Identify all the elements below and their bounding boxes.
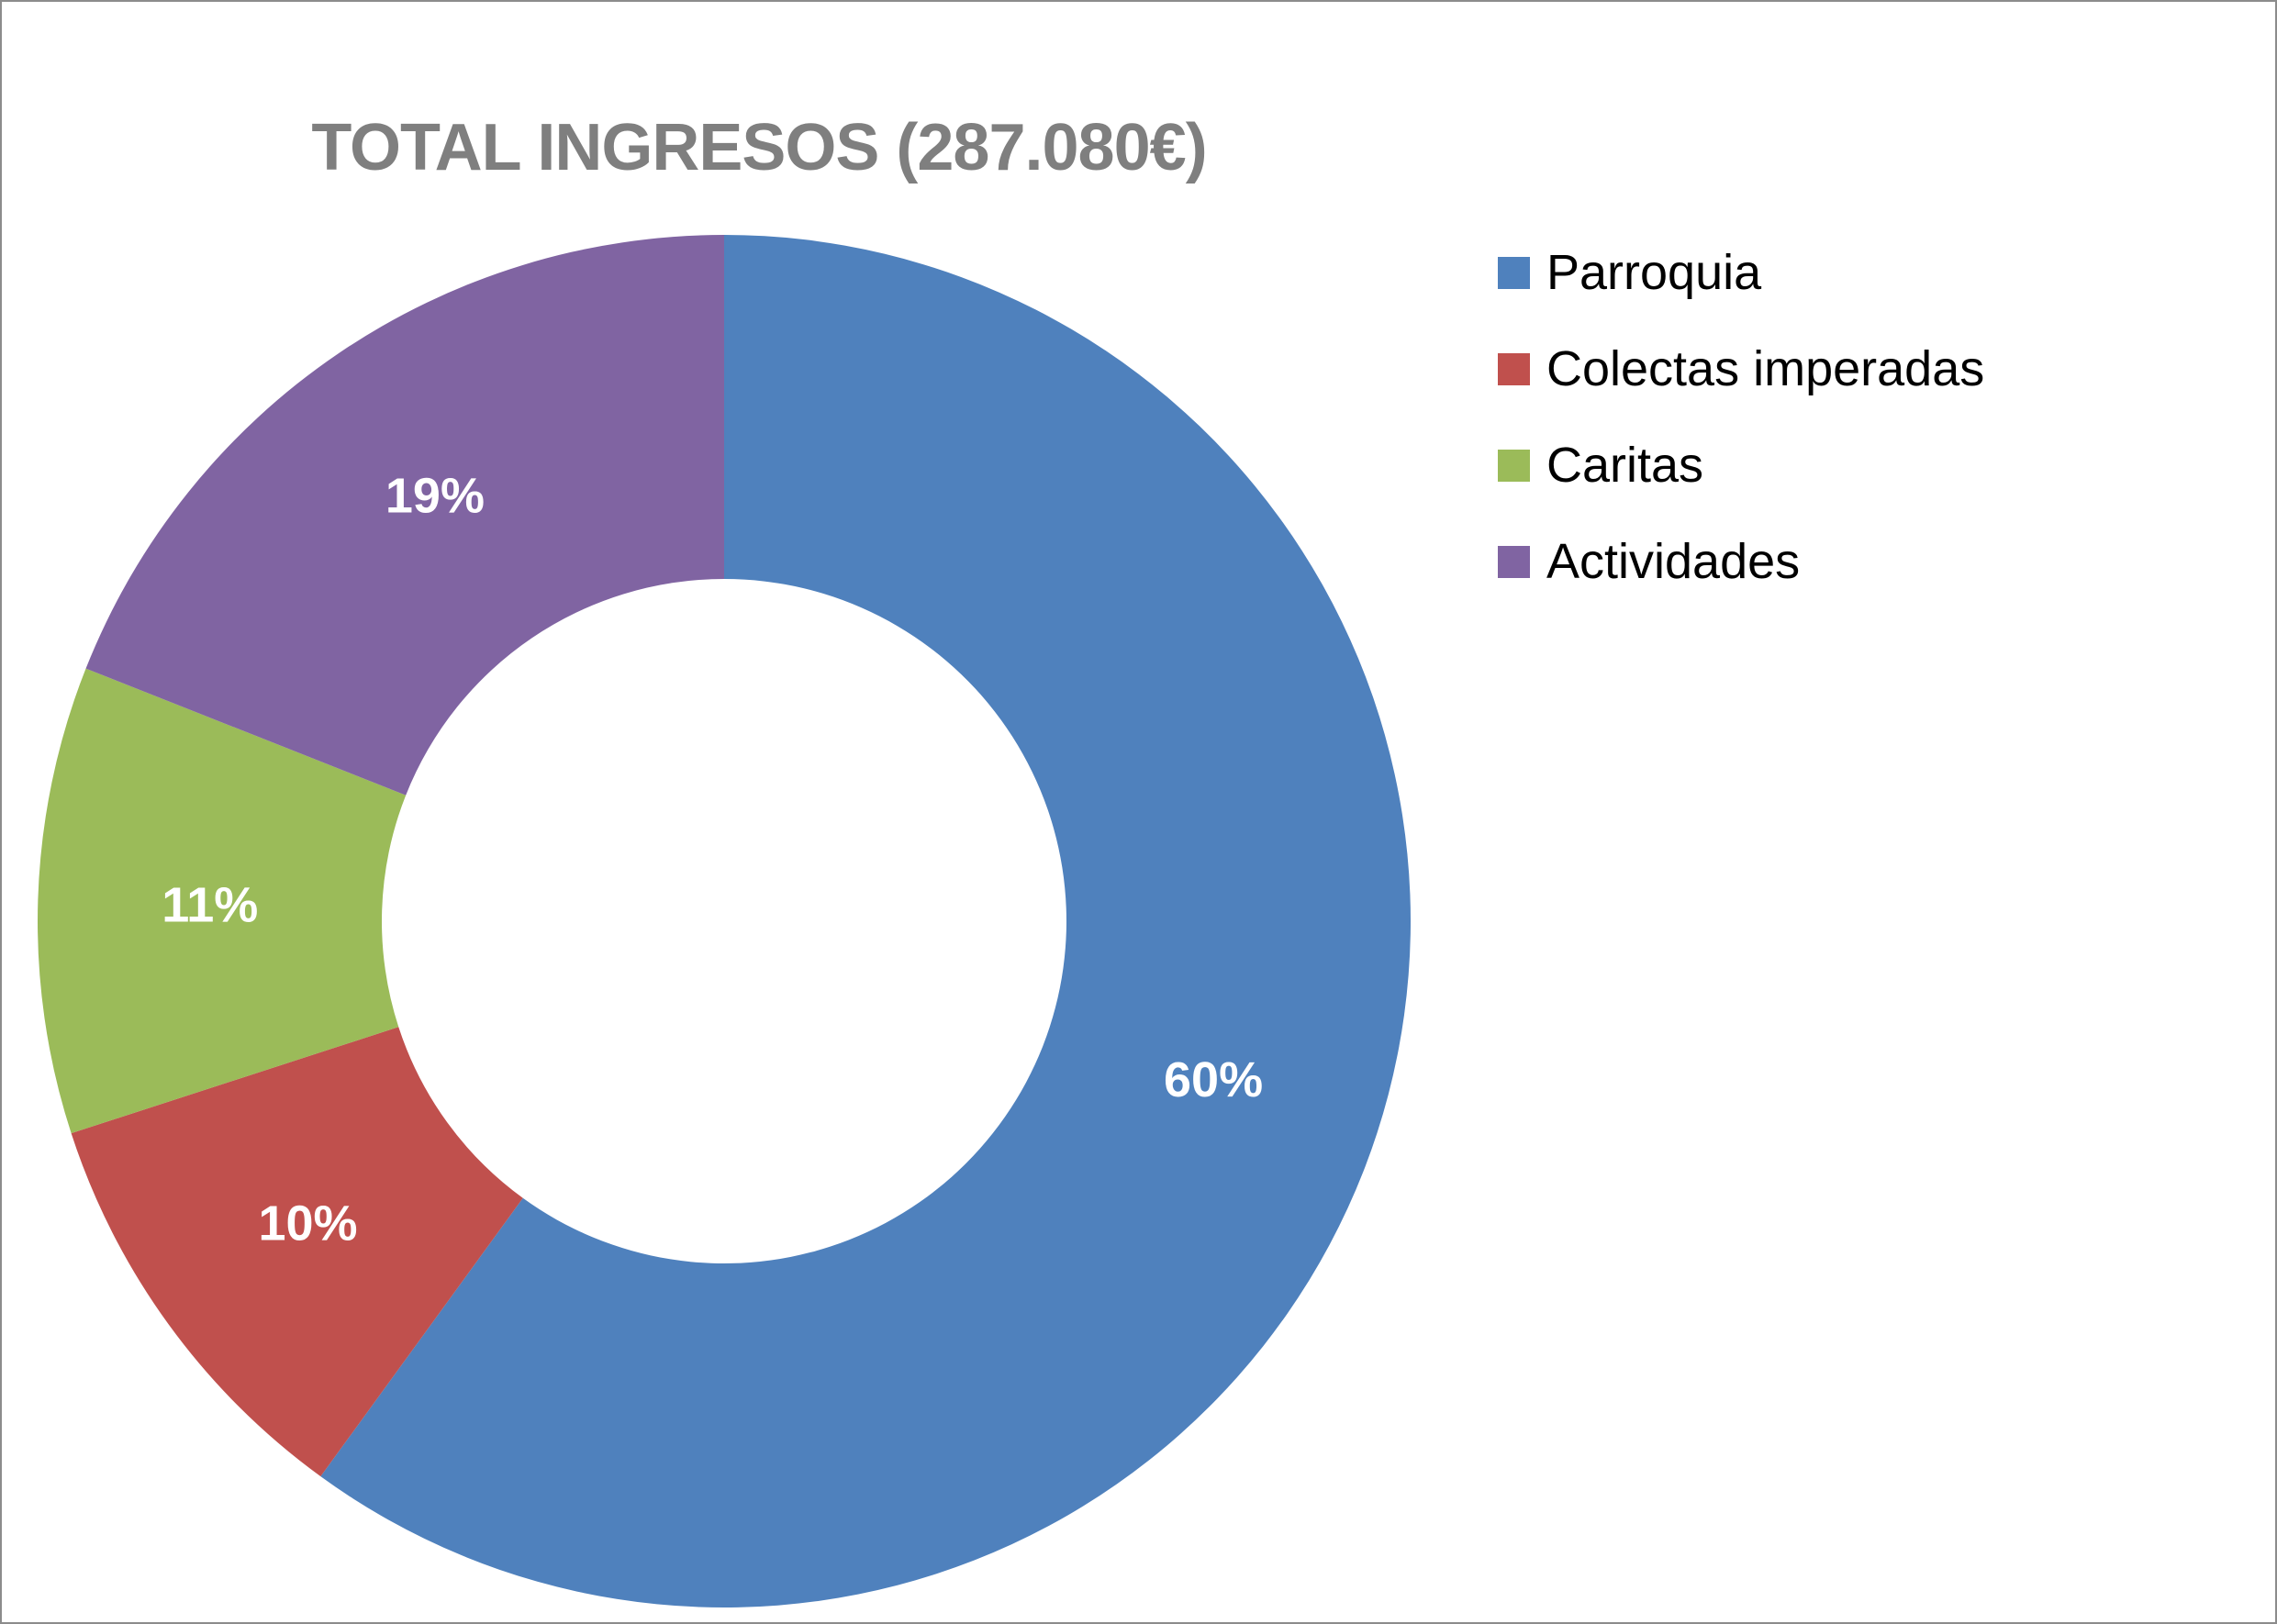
legend-swatch-actividades	[1498, 545, 1530, 578]
donut-slices	[37, 235, 1411, 1607]
legend-item-caritas: Caritas	[1498, 435, 1984, 495]
donut-slice-caritas	[37, 668, 407, 1134]
legend-label-caritas: Caritas	[1546, 438, 1704, 493]
legend-swatch-parroquia	[1498, 256, 1530, 289]
data-label-actividades: 19%	[385, 468, 485, 523]
legend-swatch-colectas-imperadas	[1498, 352, 1530, 385]
data-label-caritas: 11%	[162, 877, 258, 932]
donut-slice-colectas-imperadas	[71, 1027, 523, 1477]
legend-label-actividades: Actividades	[1546, 534, 1801, 589]
chart-title: TOTAL INGRESOS (287.080€)	[311, 111, 1207, 184]
donut-labels: 60% 10% 11% 19%	[162, 468, 1263, 1251]
legend-swatch-caritas	[1498, 449, 1530, 482]
legend-item-actividades: Actividades	[1498, 531, 1984, 592]
chart-legend: Parroquia Colectas imperadas Caritas Act…	[1498, 242, 1984, 628]
legend-label-parroquia: Parroquia	[1546, 245, 1762, 300]
data-label-parroquia: 60%	[1164, 1052, 1263, 1107]
legend-item-parroquia: Parroquia	[1498, 242, 1984, 303]
donut-slice-parroquia	[320, 235, 1411, 1607]
legend-item-colectas-imperadas: Colectas imperadas	[1498, 339, 1984, 399]
donut-slice-actividades	[85, 235, 724, 795]
data-label-colectas-imperadas: 10%	[258, 1196, 357, 1251]
legend-label-colectas-imperadas: Colectas imperadas	[1546, 341, 1985, 396]
